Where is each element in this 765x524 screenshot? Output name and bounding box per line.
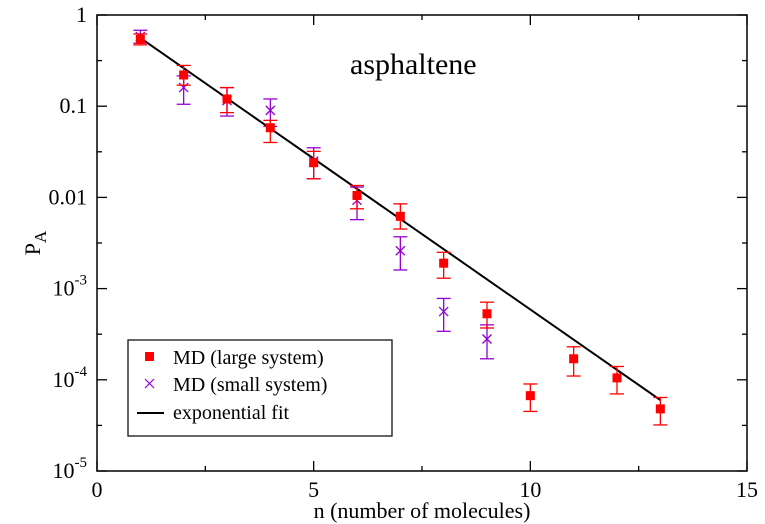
large-system-point bbox=[352, 190, 362, 200]
large-system-point bbox=[395, 211, 405, 221]
y-tick-label: 10-3 bbox=[53, 273, 88, 301]
small-system-errorbar bbox=[480, 324, 494, 360]
y-tick-label: 10-5 bbox=[53, 455, 88, 483]
x-axis-title: n (number of molecules) bbox=[314, 498, 531, 523]
axis-ticks bbox=[96, 14, 748, 472]
y-tick-label-exponent: -4 bbox=[75, 364, 88, 380]
large-system-point bbox=[525, 391, 535, 401]
x-tick-label: 10 bbox=[519, 477, 541, 502]
large-system-point bbox=[222, 94, 232, 104]
y-tick-label: 0.1 bbox=[60, 93, 88, 118]
y-tick-label: 0.01 bbox=[49, 184, 88, 209]
legend-label-large-system: MD (large system) bbox=[173, 347, 324, 369]
y-axis-title-subscript: A bbox=[31, 230, 50, 243]
large-system-point bbox=[179, 70, 189, 80]
points-layer bbox=[133, 29, 668, 426]
small-system-point-stroke-b bbox=[395, 245, 406, 256]
y-tick-label: 1 bbox=[76, 2, 87, 27]
small-system-point bbox=[482, 334, 492, 344]
small-system-errorbar bbox=[393, 236, 408, 271]
x-tick-label: 0 bbox=[92, 477, 103, 502]
legend: MD (large system) MD (small system) expo… bbox=[127, 339, 393, 437]
y-axis-title-main: P bbox=[20, 243, 45, 255]
small-system-point-stroke-b bbox=[265, 105, 276, 116]
svg-text:PA: PA bbox=[20, 230, 50, 255]
small-system-errorbar bbox=[436, 297, 451, 332]
y-axis-title: PA bbox=[20, 230, 50, 255]
large-system-point bbox=[482, 309, 492, 319]
large-system-point bbox=[439, 258, 449, 268]
y-tick-label-base: 10 bbox=[53, 276, 75, 301]
large-system-point bbox=[265, 123, 275, 133]
large-system-point bbox=[569, 354, 579, 364]
legend-marker-small-system bbox=[144, 378, 155, 389]
legend-label-exponential-fit: exponential fit bbox=[173, 402, 290, 424]
large-system-point bbox=[655, 404, 665, 414]
small-system-point bbox=[438, 306, 449, 317]
large-system-point bbox=[135, 34, 145, 44]
x-tick-label: 5 bbox=[308, 477, 319, 502]
y-tick-label: 10-4 bbox=[53, 364, 88, 392]
legend-marker-large-system bbox=[145, 352, 154, 361]
large-system-point bbox=[612, 373, 622, 383]
small-system-point bbox=[395, 245, 406, 256]
x-tick-label: 15 bbox=[736, 477, 758, 502]
legend-box bbox=[127, 339, 393, 437]
small-system-point bbox=[265, 105, 276, 116]
y-tick-label-exponent: -5 bbox=[75, 455, 88, 471]
large-system-point bbox=[309, 158, 319, 168]
chart-annotation: asphaltene bbox=[350, 48, 477, 81]
y-tick-label-exponent: -3 bbox=[75, 273, 88, 289]
legend-label-small-system: MD (small system) bbox=[173, 374, 327, 396]
small-system-point-stroke-b bbox=[482, 334, 492, 344]
small-system-point-stroke-b bbox=[438, 306, 449, 317]
y-tick-label-base: 10 bbox=[53, 458, 75, 483]
y-tick-label-base: 10 bbox=[53, 367, 75, 392]
